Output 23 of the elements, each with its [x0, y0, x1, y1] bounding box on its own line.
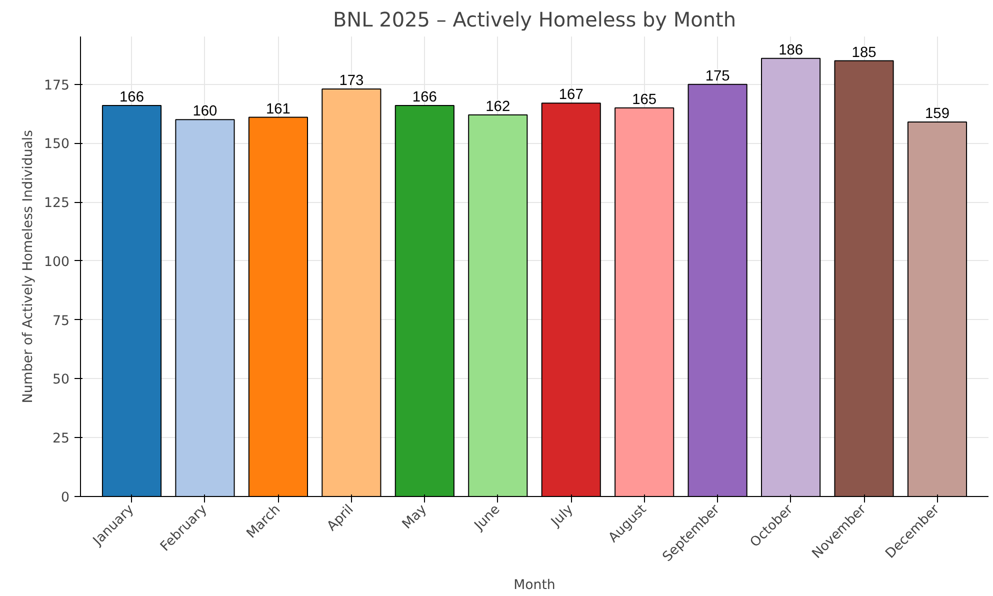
data-label: 165	[632, 92, 657, 108]
y-tick-label: 125	[44, 196, 70, 212]
data-label: 160	[192, 104, 218, 120]
x-axis-title: Month	[514, 578, 556, 594]
y-tick-label: 50	[52, 372, 70, 388]
y-tick-label: 0	[61, 490, 70, 506]
data-label: 159	[925, 106, 950, 122]
y-tick-label: 25	[52, 432, 70, 447]
y-tick-label: 75	[52, 314, 70, 329]
data-label: 161	[266, 101, 290, 118]
data-label: 166	[412, 90, 437, 106]
y-tick-label: 175	[44, 78, 70, 94]
y-tick-label: 100	[44, 254, 70, 270]
y-tick-label: 150	[44, 137, 70, 152]
y-axis-title: Number of Actively Homeless Individuals	[21, 130, 36, 404]
data-label: 186	[778, 42, 804, 58]
data-label: 166	[120, 90, 144, 106]
data-label: 162	[486, 98, 510, 115]
data-label: 185	[852, 44, 876, 61]
data-label: 167	[558, 87, 584, 104]
data-label: 173	[339, 73, 364, 90]
data-label: 175	[705, 68, 730, 84]
chart-title: BNL 2025 – Actively Homeless by Month	[332, 8, 736, 32]
